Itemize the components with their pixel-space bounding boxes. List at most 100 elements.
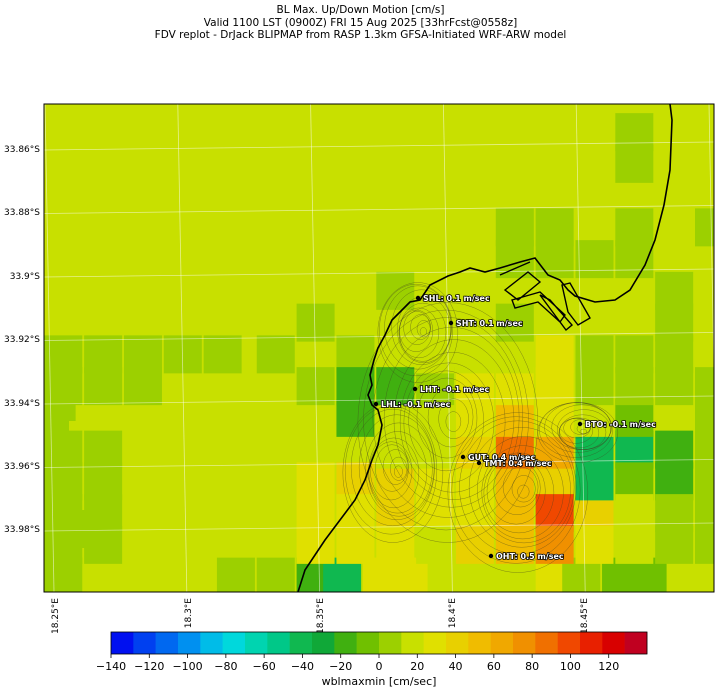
contour-line (393, 339, 515, 500)
contour-line (372, 317, 524, 518)
grid-cell (376, 367, 415, 406)
colorbar-tick-label: 0 (376, 660, 383, 673)
grid-cell (535, 398, 574, 437)
grid-cell (655, 335, 694, 374)
colorbar-segment (468, 632, 491, 654)
meridian-line (44, 104, 55, 592)
sites-layer: SHL: 0.1 m/sec SHT: 0.1 m/sec LHT: -0.1 m/… (373, 293, 657, 562)
title-line-2: Valid 1100 LST (0900Z) FRI 15 Aug 2025 [… (203, 16, 518, 29)
site-label: SHT: 0.1 m/sec (456, 319, 523, 328)
site-label: LHT: -0.1 m/sec (420, 385, 490, 394)
colorbar-segment (178, 632, 201, 654)
grid-cell (256, 557, 295, 592)
site-marker (412, 386, 418, 392)
map-plot-area: SHL: 0.1 m/sec SHT: 0.1 m/sec LHT: -0.1 m/… (44, 104, 714, 592)
grid-cell (615, 525, 654, 564)
site-bto[interactable]: BTO: -0.1 m/sec (577, 419, 657, 430)
grid-cell (296, 303, 335, 342)
site-lht[interactable]: LHT: -0.1 m/sec (412, 384, 490, 395)
map-title: BL Max. Up/Down Motion [cm/s] Valid 1100… (0, 4, 721, 42)
grid-cell (203, 335, 242, 374)
contour-line (486, 457, 546, 525)
latitude-label: 33.94°S (4, 399, 40, 409)
site-shl[interactable]: SHL: 0.1 m/sec (415, 293, 491, 304)
grid-cell (416, 525, 455, 564)
colorbar-segment (490, 632, 514, 654)
contour-line (399, 302, 447, 362)
colorbar-segment (423, 632, 447, 654)
title-line-1: BL Max. Up/Down Motion [cm/s] (276, 4, 445, 16)
colorbar-tick-label: −120 (134, 660, 164, 673)
meridian-line (443, 104, 453, 592)
contour-line (570, 419, 591, 435)
site-label: BTO: -0.1 m/sec (585, 420, 656, 429)
contour-line (368, 437, 420, 509)
contour-line (427, 386, 474, 448)
contour-line (502, 466, 539, 508)
contour-line (511, 475, 536, 503)
colorbar-segment (602, 632, 625, 654)
latitude-label: 33.86°S (4, 145, 40, 155)
colorbar-tick-label: −80 (214, 660, 237, 673)
grid-cell (84, 335, 123, 374)
contour-line (379, 283, 453, 377)
site-marker (448, 320, 454, 326)
grid-cell (575, 462, 614, 501)
grid-cell (575, 240, 614, 279)
grid-cell (336, 398, 375, 437)
grid-cell (655, 271, 694, 310)
grid-cell (655, 240, 694, 279)
site-marker (577, 421, 583, 427)
colorbar-tick-label: 100 (560, 660, 581, 673)
latitude-labels: 33.86°S 33.88°S 33.9°S 33.92°S 33.94°S 33.96°… (4, 145, 40, 535)
grid-cell (296, 525, 335, 564)
site-label: TMT: 0.4 m/sec (484, 459, 552, 468)
site-label: SHL: 0.1 m/sec (423, 294, 490, 303)
grid-cell (336, 367, 375, 406)
latitude-label: 33.92°S (4, 335, 40, 345)
grid-cell (44, 430, 83, 469)
contour-line (451, 416, 581, 564)
title-line-3: FDV replot - DrJack BLIPMAP from RASP 1.… (154, 29, 567, 41)
grid-cell (535, 367, 574, 406)
colorbar-segment (446, 632, 469, 654)
grid-cell (296, 494, 335, 533)
colorbar-tick-label: −40 (291, 660, 314, 673)
grid-cell (655, 430, 694, 469)
latitude-label: 33.88°S (4, 208, 40, 218)
contour-line (342, 402, 444, 543)
grid-cell (615, 335, 654, 374)
grid-cell (495, 208, 534, 247)
grid-cell (296, 462, 335, 501)
grid-cell (44, 494, 83, 533)
contour-line (468, 427, 575, 548)
site-lhl[interactable]: LHL: -0.1 m/sec (373, 399, 451, 410)
grid-cell (695, 367, 714, 406)
colorbar-ticks: −140 −120 −100 −80 −60 −40 −20 0 20 40 60 80 100 120 (96, 654, 619, 673)
contour-line (419, 327, 427, 337)
contour-line (558, 417, 600, 449)
colorbar-segments (111, 632, 648, 654)
colorbar-segment (624, 632, 648, 654)
colorbar-segment (334, 632, 357, 654)
colorbar-segment (200, 632, 223, 654)
site-sht[interactable]: SHT: 0.1 m/sec (448, 318, 524, 329)
contour-line (481, 445, 564, 540)
grid-cell (84, 494, 123, 533)
grid-cell (695, 144, 714, 183)
grid-cell (535, 335, 574, 374)
site-label: LHL: -0.1 m/sec (381, 400, 451, 409)
meridian-line (575, 104, 586, 592)
colorbar-segment (289, 632, 313, 654)
grid-cell (695, 525, 714, 564)
site-gut[interactable]: GUT: 0.4 m/sec (460, 452, 536, 463)
grid-cell (575, 335, 614, 374)
grid-cell (615, 144, 654, 183)
site-oht[interactable]: OHT: 0.5 m/sec (488, 551, 565, 562)
site-tmt[interactable]: TMT: 0.4 m/sec (476, 458, 553, 469)
site-marker (460, 454, 466, 460)
colorbar-tick-label: −100 (172, 660, 202, 673)
colorbar-tick-label: 20 (410, 660, 424, 673)
contour-line (377, 282, 459, 383)
